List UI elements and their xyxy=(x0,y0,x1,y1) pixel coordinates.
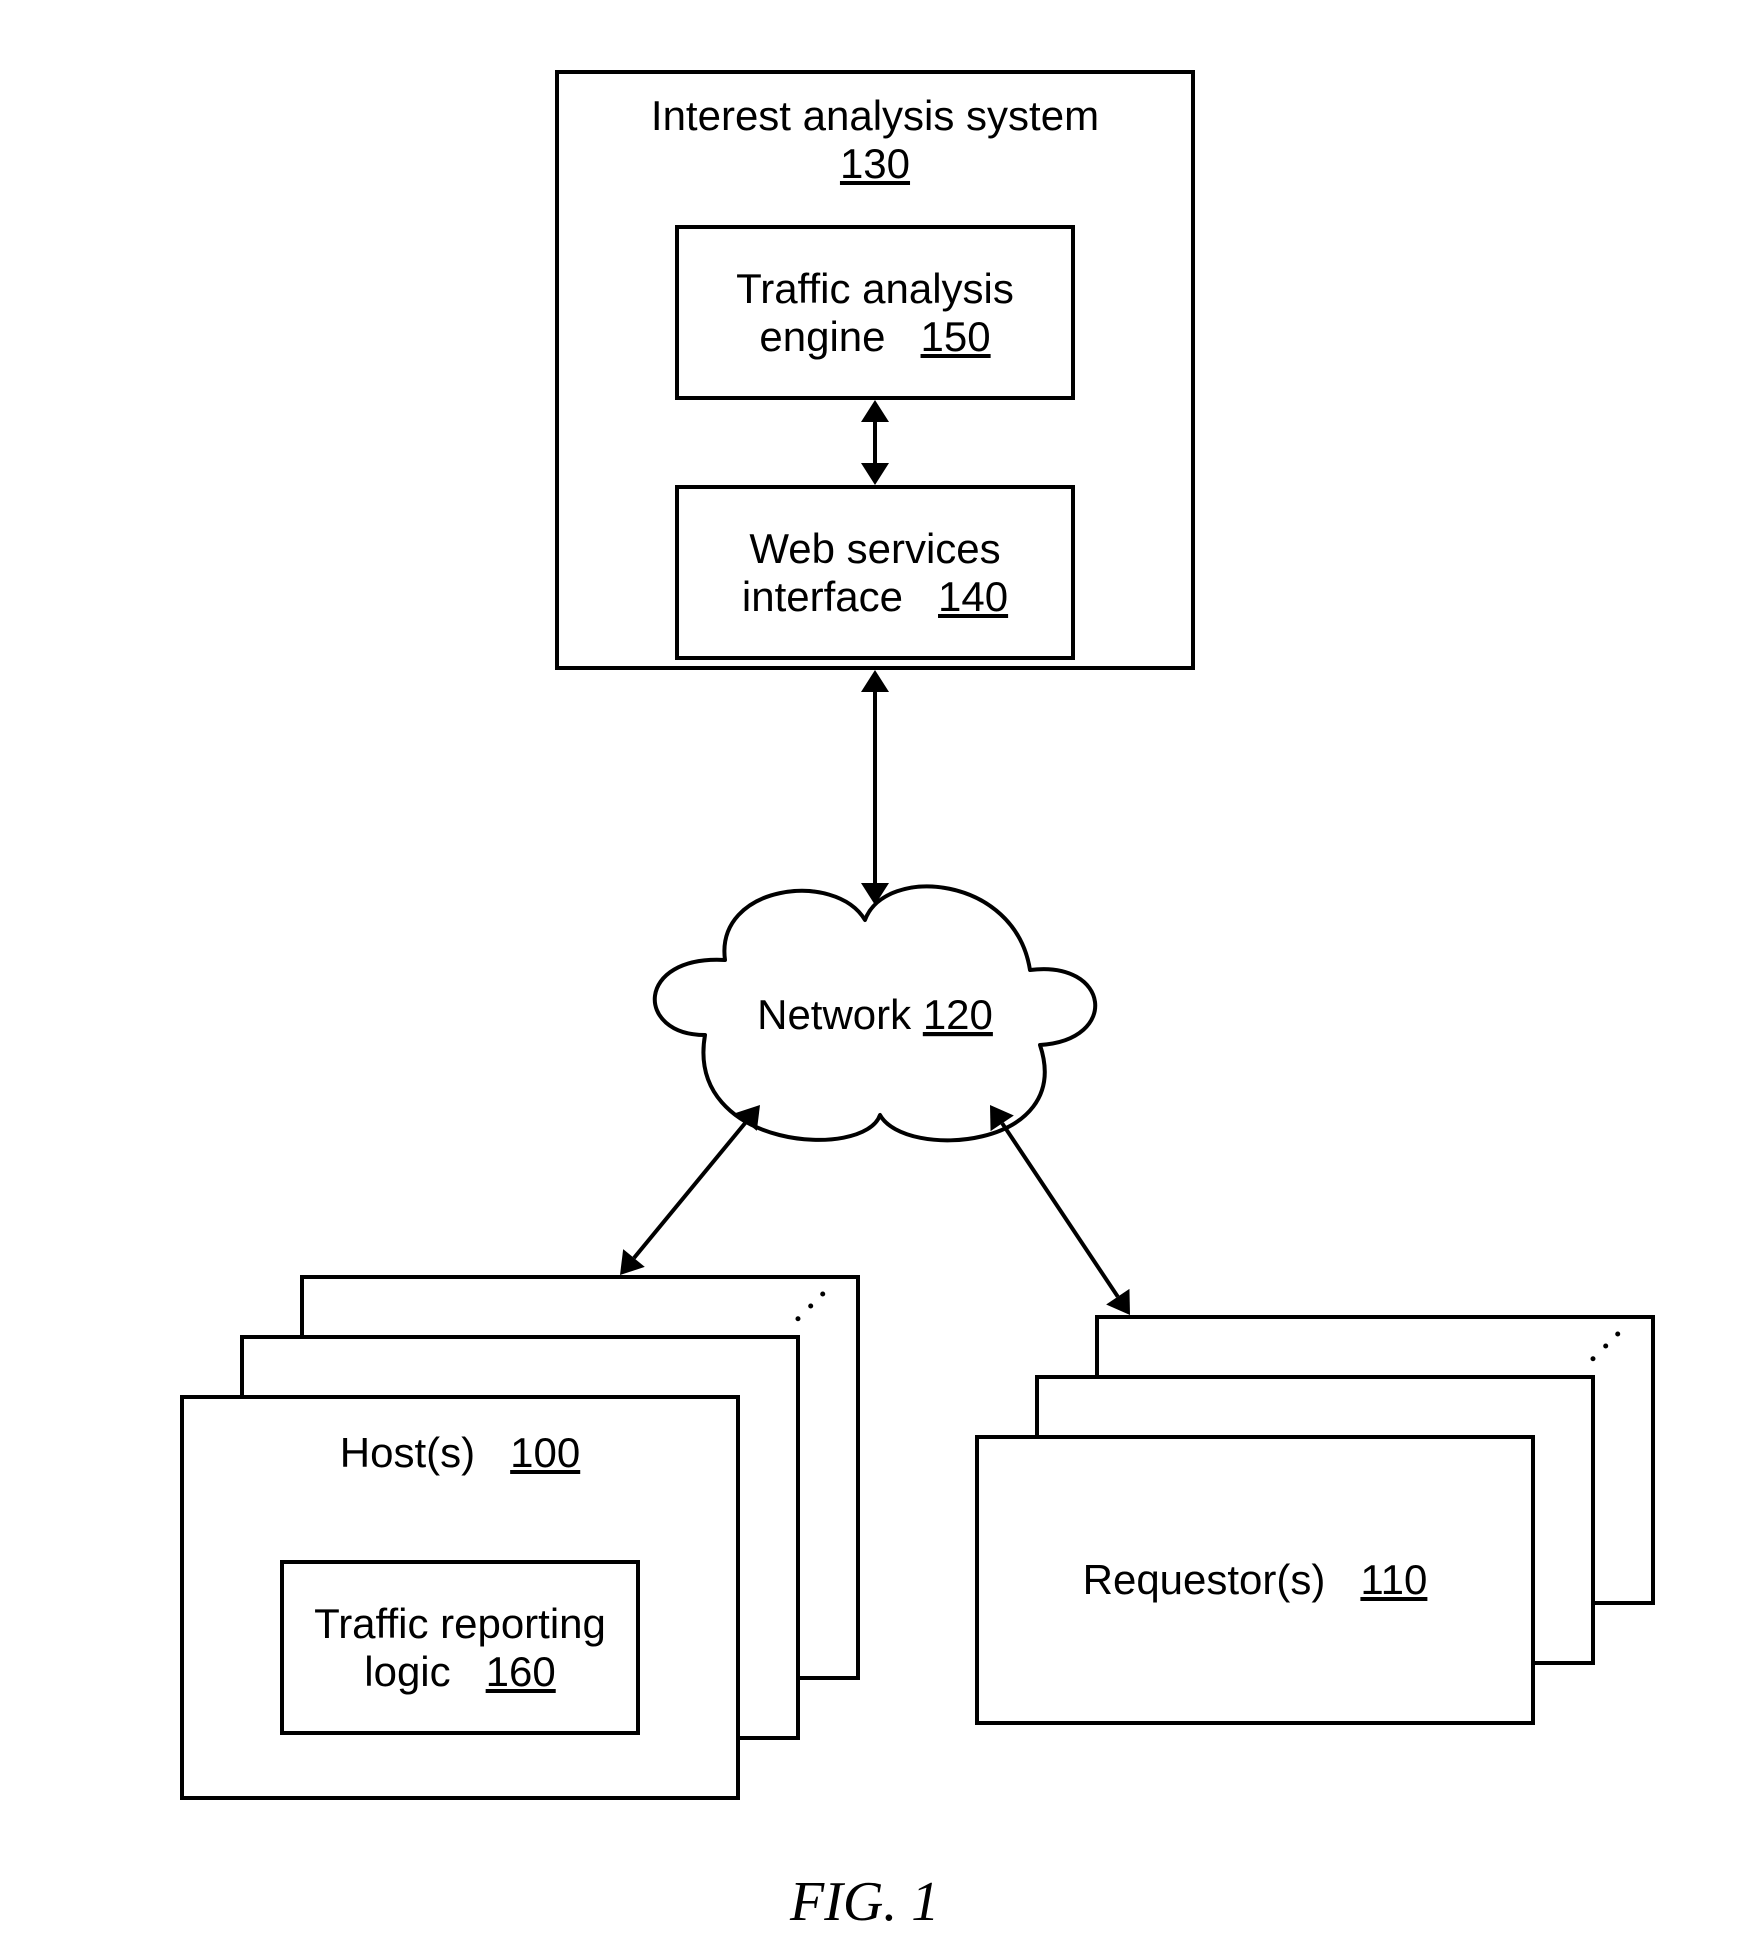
tae-ref: 150 xyxy=(921,313,991,360)
requestors-title-wrap: Requestor(s) 110 xyxy=(1083,1556,1428,1604)
hosts-title: Host(s) xyxy=(340,1429,475,1476)
trl-line2: logic xyxy=(364,1648,450,1695)
traffic-analysis-engine-box: Traffic analysis engine 150 xyxy=(675,225,1075,400)
requestors-title: Requestor(s) xyxy=(1083,1556,1326,1603)
trl-ref: 160 xyxy=(486,1648,556,1695)
figure-caption: FIG. 1 xyxy=(790,1870,939,1934)
tae-line2: engine xyxy=(759,313,885,360)
wsi-line2: interface xyxy=(742,573,903,620)
wsi-line2-wrap: interface 140 xyxy=(742,573,1008,621)
wsi-ref: 140 xyxy=(938,573,1008,620)
svg-text:Network 120: Network 120 xyxy=(757,991,993,1038)
hosts-ref: 100 xyxy=(510,1429,580,1476)
ias-ref: 130 xyxy=(651,140,1099,188)
diagram-canvas: Interest analysis system 130 Traffic ana… xyxy=(0,0,1747,1953)
requestors-box: Requestor(s) 110 xyxy=(975,1435,1535,1725)
trl-line1: Traffic reporting xyxy=(314,1600,606,1648)
tae-line1: Traffic analysis xyxy=(736,265,1014,313)
trl-line2-wrap: logic 160 xyxy=(364,1648,555,1696)
tae-line2-wrap: engine 150 xyxy=(759,313,990,361)
ias-title: Interest analysis system xyxy=(651,92,1099,140)
requestors-ref: 110 xyxy=(1360,1556,1427,1603)
traffic-reporting-logic-box: Traffic reporting logic 160 xyxy=(280,1560,640,1735)
web-services-interface-box: Web services interface 140 xyxy=(675,485,1075,660)
wsi-line1: Web services xyxy=(749,525,1000,573)
